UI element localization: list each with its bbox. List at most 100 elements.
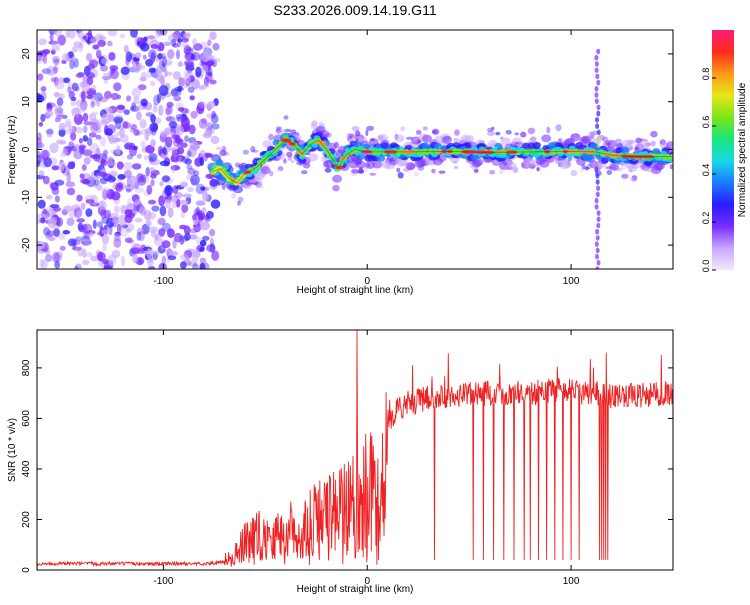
heatmap-cell xyxy=(74,263,82,269)
heatmap-cell xyxy=(83,121,93,126)
heatmap-cell xyxy=(366,125,375,131)
heatmap-cell xyxy=(186,164,193,170)
heatmap-cell xyxy=(136,153,142,159)
heatmap-cell xyxy=(146,184,153,195)
heatmap-cell xyxy=(133,106,140,111)
heatmap-cell xyxy=(81,83,91,92)
heatmap-cell xyxy=(47,216,58,225)
spectrogram-x-axis-label: Height of straight line (km) xyxy=(297,285,414,296)
heatmap-cell xyxy=(355,160,366,169)
heatmap-cell xyxy=(37,132,42,142)
heatmap-cell xyxy=(97,39,106,47)
heatmap-cell xyxy=(596,210,601,216)
heatmap-cell xyxy=(187,86,195,93)
heatmap-cell xyxy=(95,134,102,140)
heatmap-cell xyxy=(114,234,121,242)
heatmap-cell xyxy=(113,237,122,248)
heatmap-cell xyxy=(149,80,156,87)
heatmap-cell xyxy=(89,122,99,133)
heatmap-cell xyxy=(180,142,188,148)
heatmap-cell xyxy=(85,208,93,217)
heatmap-cell xyxy=(93,92,103,102)
colorbar-tick-label: 0.0 xyxy=(701,260,711,273)
heatmap-cell xyxy=(396,167,401,173)
heatmap-cell xyxy=(202,235,210,241)
heatmap-cell xyxy=(422,126,428,131)
heatmap-cell xyxy=(256,185,265,189)
heatmap-cell xyxy=(193,43,203,51)
heatmap-cell xyxy=(210,199,221,209)
heatmap-cell xyxy=(210,135,220,145)
heatmap-cell xyxy=(205,210,214,219)
heatmap-cell xyxy=(120,134,129,144)
heatmap-cell xyxy=(167,49,175,60)
heatmap-cell xyxy=(170,165,181,171)
heatmap-cell xyxy=(52,56,60,63)
colorbar-ticks: 0.0 0.2 0.4 0.6 0.8 xyxy=(701,68,716,273)
heatmap-cell xyxy=(394,134,405,143)
heatmap-cell xyxy=(133,95,140,105)
heatmap-cell xyxy=(180,254,189,261)
heatmap-cell xyxy=(137,84,147,91)
heatmap-cell xyxy=(57,34,66,46)
heatmap-cell xyxy=(145,112,154,117)
heatmap-cell xyxy=(606,169,613,176)
heatmap-cell xyxy=(147,266,156,269)
heatmap-cell xyxy=(179,181,189,188)
x-tick-label: 0 xyxy=(364,576,370,587)
heatmap-cell xyxy=(166,101,174,108)
heatmap-cell xyxy=(53,91,60,98)
heatmap-cell xyxy=(595,123,600,129)
heatmap-cell xyxy=(631,175,638,182)
heatmap-cell xyxy=(107,175,116,183)
heatmap-cell xyxy=(524,159,535,168)
heatmap-cell xyxy=(148,67,156,73)
heatmap-cell xyxy=(54,80,65,90)
heatmap-cell xyxy=(101,229,112,235)
heatmap-cell xyxy=(144,102,153,111)
heatmap-cell xyxy=(209,228,216,237)
heatmap-cell xyxy=(127,175,138,186)
heatmap-cell xyxy=(100,209,107,219)
heatmap-cell xyxy=(150,139,156,148)
heatmap-cell xyxy=(269,170,274,177)
y-tick-label: -20 xyxy=(21,237,32,252)
heatmap-cell xyxy=(103,72,109,78)
heatmap-cell xyxy=(199,262,206,269)
heatmap-cell xyxy=(110,212,120,219)
heatmap-cell xyxy=(180,212,186,219)
heatmap-cell xyxy=(86,94,94,100)
heatmap-cell xyxy=(177,123,182,131)
heatmap-cell xyxy=(96,96,101,108)
heatmap-cell xyxy=(45,109,54,117)
heatmap-cell xyxy=(99,136,107,147)
heatmap-cell xyxy=(201,207,207,214)
heatmap-cell xyxy=(188,124,196,135)
y-tick-label: 400 xyxy=(21,460,32,477)
heatmap-cell xyxy=(40,86,47,92)
heatmap-cell xyxy=(73,207,83,219)
heatmap-cell xyxy=(59,152,66,158)
heatmap-cell xyxy=(110,148,119,154)
heatmap-cell xyxy=(166,61,173,67)
heatmap-cell xyxy=(39,258,45,269)
heatmap-cell xyxy=(92,44,99,50)
heatmap-cell xyxy=(52,64,59,73)
heatmap-cell xyxy=(37,174,45,180)
heatmap-cell xyxy=(70,100,77,107)
heatmap-cell xyxy=(147,211,156,220)
heatmap-cell xyxy=(514,132,519,136)
heatmap-cell xyxy=(184,158,192,165)
heatmap-cell xyxy=(150,229,156,238)
heatmap-cell xyxy=(298,157,307,164)
heatmap-cell xyxy=(291,160,295,164)
heatmap-cell xyxy=(594,54,599,61)
heatmap-cell xyxy=(596,129,601,136)
heatmap-cell xyxy=(88,113,97,121)
heatmap-cell xyxy=(595,247,600,254)
heatmap-cell xyxy=(175,49,181,60)
heatmap-cell xyxy=(180,261,187,269)
heatmap-cell xyxy=(533,142,541,149)
heatmap-cell xyxy=(198,85,205,91)
